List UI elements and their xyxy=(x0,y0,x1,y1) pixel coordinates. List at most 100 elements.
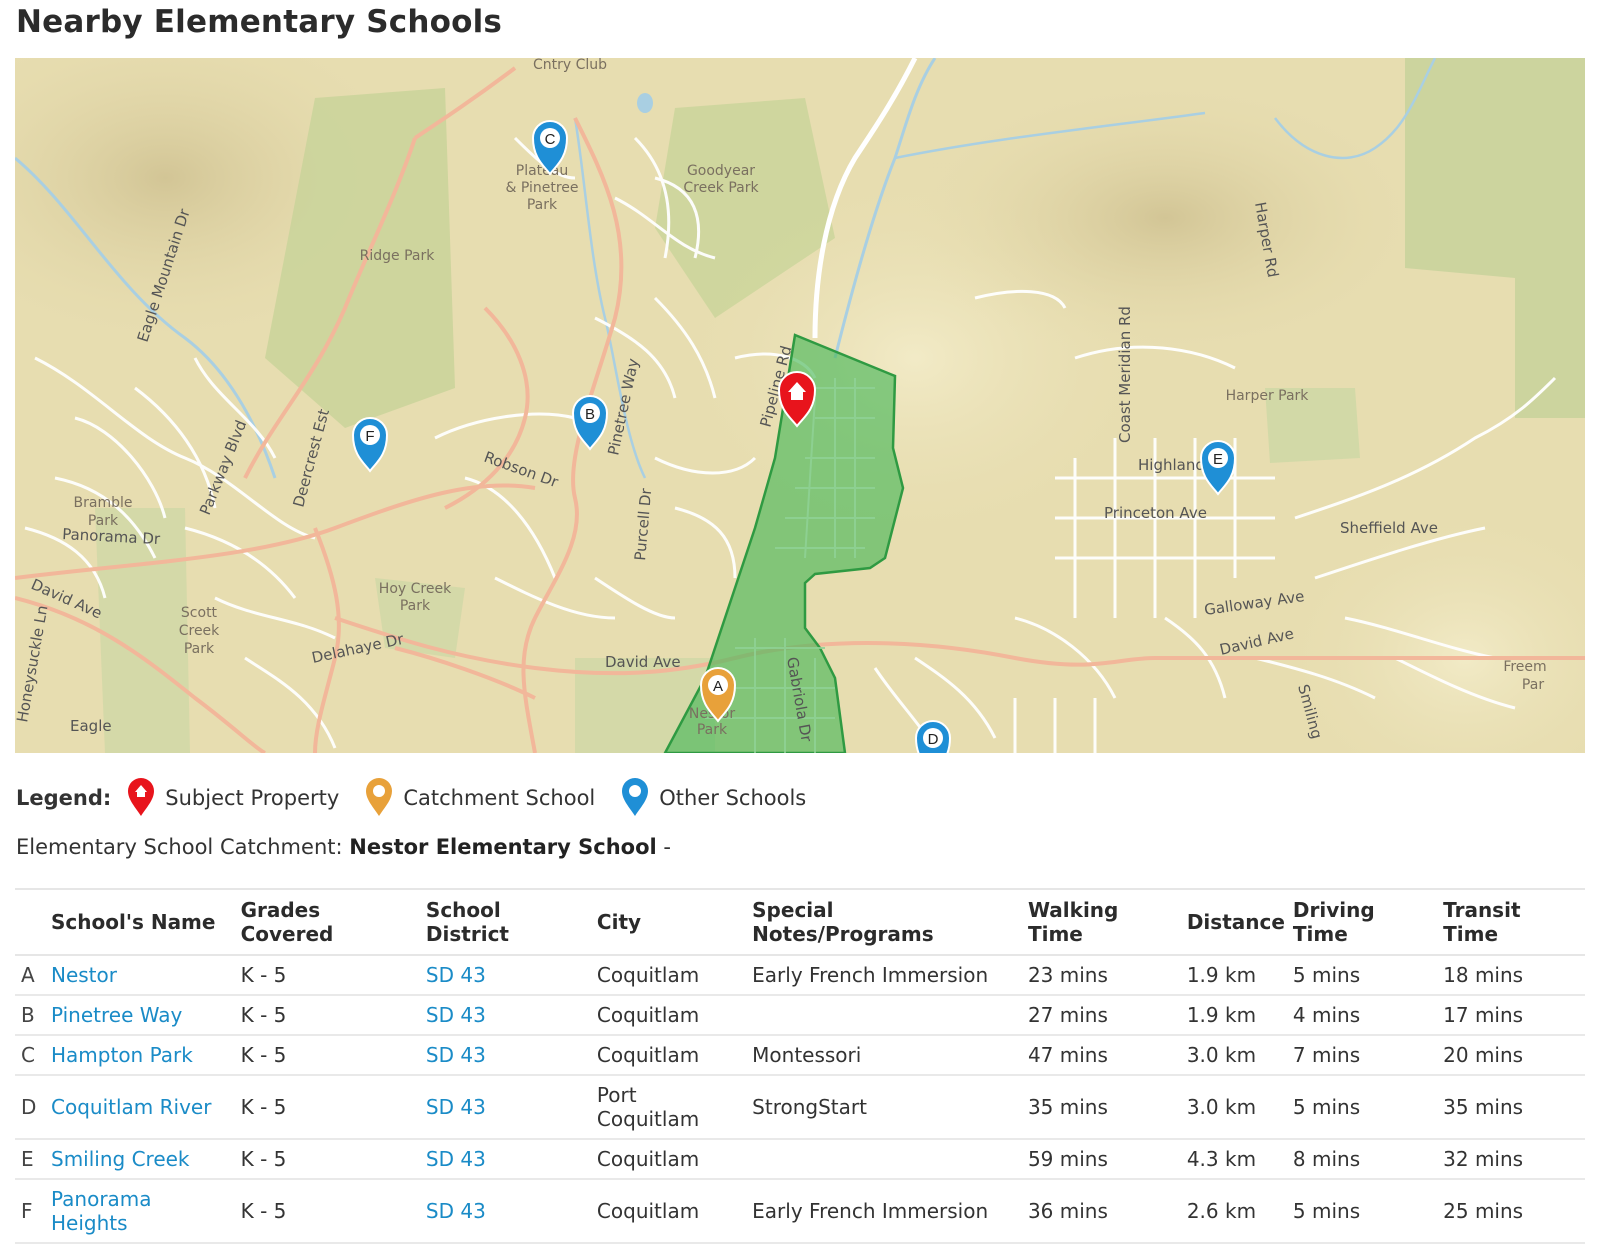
walking-cell: 27 mins xyxy=(1023,995,1183,1036)
street-label: Highland xyxy=(1138,456,1205,474)
place-label: Ridge Park xyxy=(360,248,436,264)
transit-cell: 20 mins xyxy=(1439,1035,1585,1076)
terrain-light xyxy=(1265,498,1585,753)
page: Nearby Elementary Schools xyxy=(15,4,1585,1244)
header-distance: Distance xyxy=(1182,888,1289,956)
city-cell: Coquitlam xyxy=(592,955,749,996)
grades-cell: K - 5 xyxy=(236,1035,422,1076)
legend-item-other: Other Schools xyxy=(621,778,806,818)
place-label: Park xyxy=(88,513,119,529)
place-label: & Pinetree xyxy=(505,180,578,196)
creek xyxy=(573,117,647,479)
city-cell: Coquitlam xyxy=(592,995,749,1036)
row-letter: F xyxy=(15,1179,47,1244)
school-map[interactable]: Cntry Club Goodyear Creek Park Ridge Par… xyxy=(15,58,1585,753)
river xyxy=(833,58,937,359)
marker-letter: A xyxy=(713,678,723,695)
orange-pin-icon xyxy=(366,778,393,816)
place-label: Scott xyxy=(181,605,218,621)
distance-cell: 1.9 km xyxy=(1182,955,1289,996)
terrain-shade xyxy=(905,78,1425,358)
school-name-link[interactable]: Hampton Park xyxy=(51,1043,193,1067)
distance-cell: 3.0 km xyxy=(1182,1035,1289,1076)
marker-badge xyxy=(540,128,560,148)
district-link[interactable]: SD 43 xyxy=(425,1199,486,1223)
header-letter xyxy=(15,888,47,956)
creek xyxy=(1274,58,1437,160)
subject-property-marker[interactable] xyxy=(777,371,817,428)
schools-table: School's Name Grades Covered School Dist… xyxy=(15,888,1585,1244)
table-row: B Pinetree Way K - 5 SD 43 Coquitlam 27 … xyxy=(15,995,1585,1036)
driving-cell: 4 mins xyxy=(1288,995,1440,1036)
walking-cell: 47 mins xyxy=(1023,1035,1183,1076)
pipeline-road xyxy=(812,58,918,339)
city-cell: Coquitlam xyxy=(592,1179,749,1244)
district-link[interactable]: SD 43 xyxy=(425,1147,486,1171)
marker-e[interactable]: E xyxy=(1199,440,1237,496)
marker-c[interactable]: C xyxy=(531,120,569,176)
notes-cell: Early French Immersion xyxy=(748,955,1024,996)
school-name-link[interactable]: Pinetree Way xyxy=(51,1003,183,1027)
place-label: Freem xyxy=(1503,659,1546,675)
blue-pin-icon xyxy=(622,778,649,816)
map-legend: Legend: Subject Property Catchment Schoo… xyxy=(16,778,832,818)
table-row: F Panorama Heights K - 5 SD 43 Coquitlam… xyxy=(15,1179,1585,1244)
marker-letter: B xyxy=(585,406,595,423)
row-letter: D xyxy=(15,1075,47,1140)
place-label: Par xyxy=(1522,677,1544,693)
legend-label: Subject Property xyxy=(165,786,340,810)
city-cell: Coquitlam xyxy=(592,1139,749,1180)
driving-cell: 5 mins xyxy=(1288,1179,1440,1244)
notes-cell: StrongStart xyxy=(748,1075,1024,1140)
catchment-streets xyxy=(705,378,875,753)
driving-cell: 7 mins xyxy=(1288,1035,1440,1076)
distance-cell: 1.9 km xyxy=(1182,995,1289,1036)
legend-title: Legend: xyxy=(16,786,112,810)
table-row: E Smiling Creek K - 5 SD 43 Coquitlam 59… xyxy=(15,1139,1585,1180)
district-link[interactable]: SD 43 xyxy=(425,1043,486,1067)
goodyear-creek-park-area xyxy=(655,98,835,318)
transit-cell: 25 mins xyxy=(1439,1179,1585,1244)
row-letter: B xyxy=(15,995,47,1036)
notes-cell: Early French Immersion xyxy=(748,1179,1024,1244)
header-driving: Driving Time xyxy=(1288,888,1440,956)
place-label: Creek Park xyxy=(683,180,759,196)
distance-cell: 4.3 km xyxy=(1182,1139,1289,1180)
marker-a[interactable]: A xyxy=(699,667,737,723)
driving-cell: 8 mins xyxy=(1288,1139,1440,1180)
transit-cell: 35 mins xyxy=(1439,1075,1585,1140)
ridge-park-area xyxy=(265,88,455,428)
place-label: Park xyxy=(527,197,558,213)
marker-f[interactable]: F xyxy=(351,417,389,473)
legend-item-subject: Subject Property xyxy=(127,778,339,818)
legend-item-catchment: Catchment School xyxy=(365,778,595,818)
marker-b[interactable]: B xyxy=(571,395,609,451)
district-link[interactable]: SD 43 xyxy=(425,963,486,987)
distance-cell: 2.6 km xyxy=(1182,1179,1289,1244)
header-transit: Transit Time xyxy=(1439,888,1585,956)
catchment-area[interactable] xyxy=(663,333,905,753)
school-name-link[interactable]: Panorama Heights xyxy=(51,1187,152,1235)
school-name-link[interactable]: Nestor xyxy=(51,963,117,987)
row-letter: C xyxy=(15,1035,47,1076)
transit-cell: 17 mins xyxy=(1439,995,1585,1036)
grades-cell: K - 5 xyxy=(236,1075,422,1140)
table-header-row: School's Name Grades Covered School Dist… xyxy=(15,888,1585,956)
notes-cell xyxy=(748,1139,1024,1180)
marker-d[interactable]: D xyxy=(914,720,952,753)
place-label: Park xyxy=(400,598,431,614)
map-canvas[interactable]: Cntry Club Goodyear Creek Park Ridge Par… xyxy=(15,58,1585,753)
place-label: Harper Park xyxy=(1226,388,1310,404)
walking-cell: 36 mins xyxy=(1023,1179,1183,1244)
school-name-link[interactable]: Coquitlam River xyxy=(51,1095,212,1119)
marker-badge xyxy=(1208,448,1228,468)
street-label: Coast Meridian Rd xyxy=(1116,306,1134,443)
driving-cell: 5 mins xyxy=(1288,955,1440,996)
street-label: Panorama Dr xyxy=(62,525,162,548)
district-link[interactable]: SD 43 xyxy=(425,1003,486,1027)
table-row: D Coquitlam River K - 5 SD 43 Port Coqui… xyxy=(15,1075,1585,1140)
header-notes: Special Notes/Programs xyxy=(748,888,1024,956)
place-label: Goodyear xyxy=(687,163,755,179)
district-link[interactable]: SD 43 xyxy=(425,1095,486,1119)
school-name-link[interactable]: Smiling Creek xyxy=(51,1147,190,1171)
